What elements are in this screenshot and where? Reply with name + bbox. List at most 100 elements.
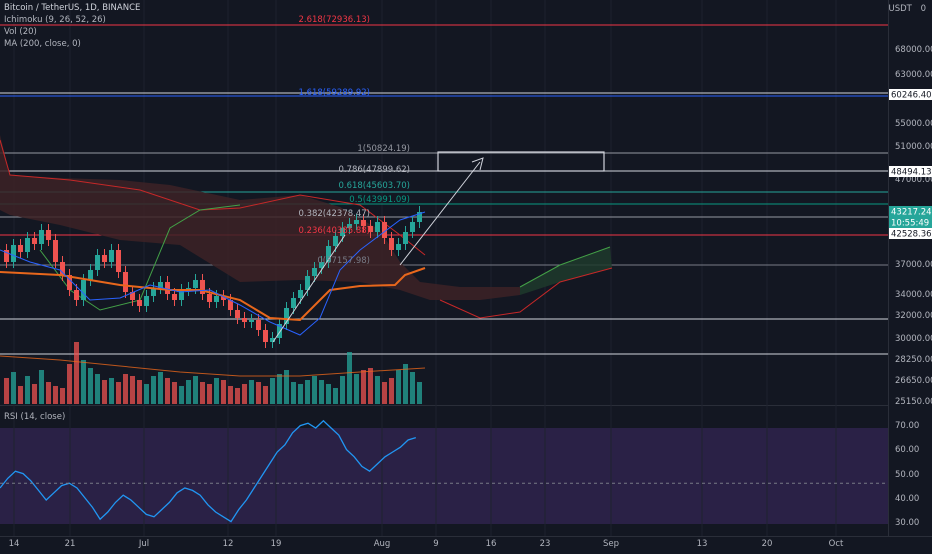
- candle: [130, 292, 135, 300]
- volume-bar: [186, 380, 191, 404]
- candle: [249, 320, 254, 322]
- volume-bar: [53, 386, 58, 404]
- volume-bar: [46, 382, 51, 404]
- volume-bar: [172, 382, 177, 404]
- price-axis-label: 55000.00: [895, 119, 932, 129]
- price-axis-label: 47000.00: [895, 175, 932, 185]
- candle: [46, 230, 51, 240]
- ichimoku-cloud-bearish: [0, 135, 520, 300]
- fib-label: 0.5(43991.09): [349, 195, 410, 205]
- price-tag-text: 43217.24: [891, 208, 932, 218]
- symbol-title[interactable]: Bitcoin / TetherUS, 1D, BINANCE: [4, 3, 141, 13]
- price-tag: 43217.24: [889, 206, 932, 218]
- volume-bar: [319, 380, 324, 404]
- fib-label: 2.618(72936.13): [298, 15, 370, 25]
- currency-selector[interactable]: USDT 0: [889, 4, 926, 14]
- candle: [67, 275, 72, 290]
- volume-bar: [249, 380, 254, 404]
- price-tag-bg: [889, 89, 932, 100]
- price-tag: 60246.40: [889, 89, 932, 101]
- candle: [221, 296, 226, 300]
- senkou-b-line: [439, 267, 613, 319]
- volume-bar: [389, 378, 394, 404]
- candle: [144, 296, 149, 306]
- volume-bar: [354, 374, 359, 404]
- price-tag-bg: [889, 217, 932, 228]
- candle: [228, 300, 233, 310]
- volume-bar: [74, 342, 79, 404]
- volume-bar: [242, 384, 247, 404]
- price-axis-label: 63000.00: [895, 70, 932, 80]
- volume-bar: [270, 378, 275, 404]
- time-axis-label: 20: [762, 539, 773, 549]
- ma-legend[interactable]: MA (200, close, 0): [4, 39, 81, 49]
- candle: [179, 290, 184, 300]
- ichimoku-legend[interactable]: Ichimoku (9, 26, 52, 26): [4, 15, 106, 25]
- volume-legend[interactable]: Vol (20): [4, 27, 37, 37]
- candle: [109, 250, 114, 262]
- candle: [4, 250, 9, 262]
- candle: [74, 290, 79, 300]
- rsi-axis-label: 70.00: [895, 421, 919, 431]
- price-axis-label: 68000.00: [895, 45, 932, 55]
- fib-label: 1.618(59289.92): [298, 88, 370, 98]
- volume-bar: [403, 364, 408, 404]
- price-tag-text: 42528.36: [891, 230, 932, 240]
- volume-bar: [60, 388, 65, 404]
- fib-label: 0.236(40385.88): [298, 226, 370, 236]
- volume-bar: [256, 382, 261, 404]
- candle: [270, 338, 275, 342]
- candle: [277, 324, 282, 338]
- candle: [347, 224, 352, 228]
- currency-suffix: 0: [920, 4, 926, 14]
- candle: [116, 250, 121, 272]
- volume-bar: [326, 384, 331, 404]
- volume-bar: [102, 380, 107, 404]
- target-box: [437, 151, 605, 172]
- volume-bar: [417, 382, 422, 404]
- candle: [354, 220, 359, 224]
- volume-bar: [130, 376, 135, 404]
- volume-bar: [305, 380, 310, 404]
- rsi-axis-label: 40.00: [895, 494, 919, 504]
- volume-bar: [193, 376, 198, 404]
- candle: [263, 330, 268, 342]
- price-tag: 42528.36: [889, 228, 932, 240]
- time-axis-label: 19: [271, 539, 282, 549]
- candle: [11, 245, 16, 262]
- price-axis-label: 30000.00: [895, 334, 932, 344]
- price-tag-bg: [889, 206, 932, 217]
- time-axis-label: Oct: [829, 539, 844, 549]
- candle: [214, 296, 219, 302]
- volume-bar: [88, 368, 93, 404]
- senkou-b-history: [0, 139, 426, 256]
- price-tag-bg: [889, 228, 932, 239]
- volume-bar: [165, 378, 170, 404]
- price-tag-text: 10:55:49: [891, 219, 929, 229]
- time-axis-label: Sep: [603, 539, 619, 549]
- rsi-legend[interactable]: RSI (14, close): [4, 412, 66, 422]
- volume-bar: [11, 372, 16, 404]
- volume-bar: [263, 386, 268, 404]
- candle: [375, 222, 380, 232]
- candle: [312, 268, 317, 276]
- volume-bar: [158, 372, 163, 404]
- candle: [102, 255, 107, 262]
- volume-bar: [137, 380, 142, 404]
- candle: [340, 228, 345, 236]
- price-axis-label: 28250.00: [895, 355, 932, 365]
- volume-bar: [144, 384, 149, 404]
- volume-bar: [347, 352, 352, 404]
- volume-bar: [333, 388, 338, 404]
- price-tag-text: 48494.13: [891, 168, 932, 178]
- candle: [319, 262, 324, 268]
- price-axis-label: 34000.00: [895, 290, 932, 300]
- candle: [53, 240, 58, 262]
- rsi-axis-label: 60.00: [895, 445, 919, 455]
- volume-bar: [340, 376, 345, 404]
- candle: [326, 246, 331, 262]
- fib-label: 0.618(45603.70): [338, 181, 410, 191]
- volume-bar: [221, 380, 226, 404]
